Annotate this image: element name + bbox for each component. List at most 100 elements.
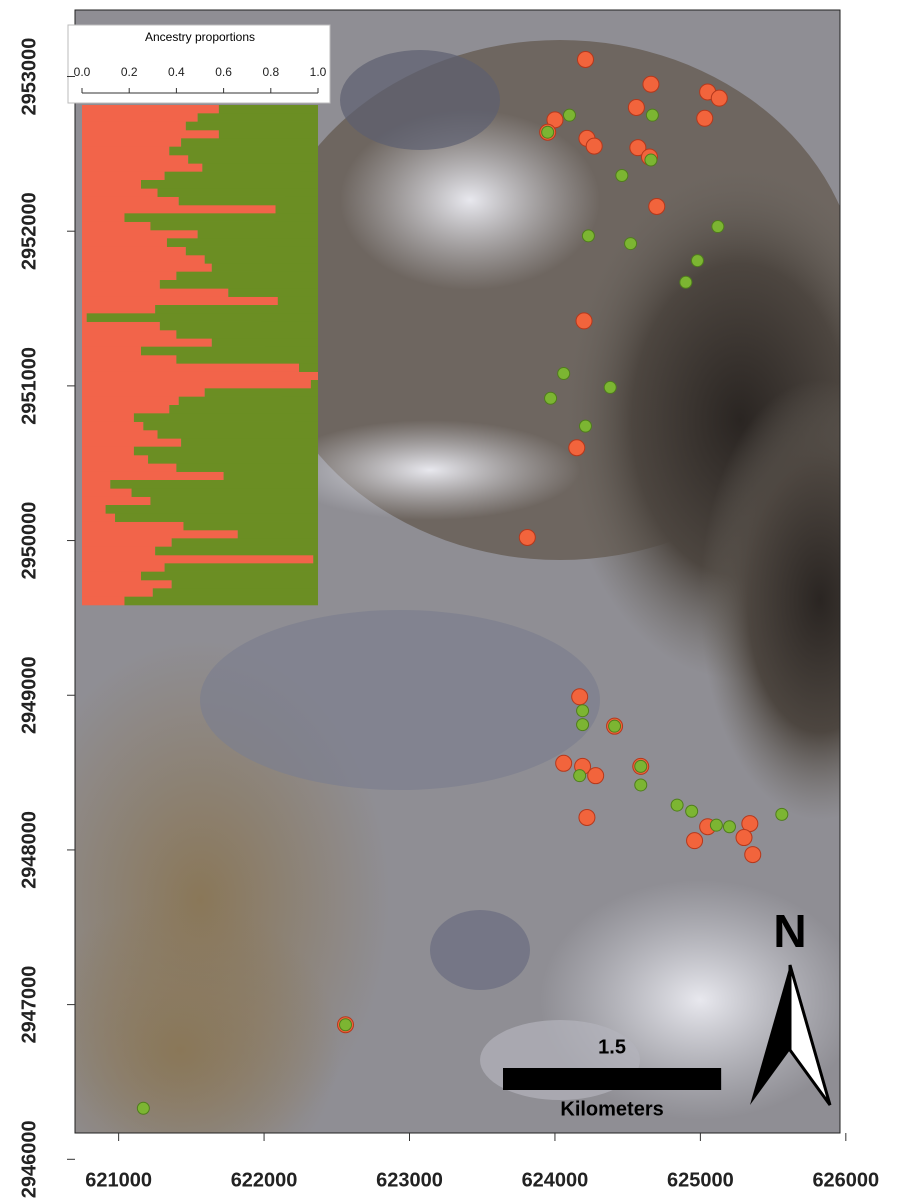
sample-point [745, 847, 761, 863]
sample-point [569, 440, 585, 456]
ancestry-bar [82, 422, 143, 431]
ancestry-bar [82, 380, 311, 389]
sample-point [635, 779, 647, 791]
ancestry-bar [82, 297, 278, 306]
ancestry-bar [82, 338, 212, 347]
y-tick-label: 2948000 [18, 811, 40, 889]
ancestry-bar [82, 555, 313, 564]
ancestry-bar [205, 388, 318, 397]
sample-point [137, 1102, 149, 1114]
ancestry-bar [219, 130, 318, 139]
ancestry-bar [82, 505, 106, 514]
inset-tick-label: 1.0 [310, 65, 327, 79]
sample-point [736, 830, 752, 846]
ancestry-bar [82, 563, 165, 572]
ancestry-bar [148, 455, 318, 464]
ancestry-bar [181, 138, 318, 147]
ancestry-bar [205, 255, 318, 264]
ancestry-bar [165, 172, 318, 181]
ancestry-bar [176, 463, 318, 472]
sample-point [680, 276, 692, 288]
ancestry-bar [82, 272, 176, 281]
inset-tick-label: 0.0 [74, 65, 91, 79]
ancestry-bar [82, 230, 198, 239]
ancestry-bar [82, 597, 124, 606]
ancestry-bar [141, 347, 318, 356]
y-tick-label: 2950000 [18, 502, 40, 580]
sample-point [616, 170, 628, 182]
ancestry-bar [176, 355, 318, 364]
ancestry-bar [198, 230, 318, 239]
sample-point [577, 719, 589, 731]
ancestry-bar [82, 355, 176, 364]
ancestry-bar [172, 580, 318, 589]
ancestry-bar [186, 122, 318, 131]
sample-point [712, 221, 724, 233]
ancestry-bar [228, 288, 318, 297]
ancestry-bar [150, 497, 318, 506]
ancestry-bar [153, 588, 318, 597]
sample-point [686, 805, 698, 817]
sample-point [577, 51, 593, 67]
ancestry-bar [134, 413, 318, 422]
ancestry-bar [82, 472, 224, 481]
sample-point [697, 110, 713, 126]
ancestry-bar [82, 155, 188, 164]
sample-point [635, 760, 647, 772]
sample-point [576, 313, 592, 329]
ancestry-bar [82, 197, 179, 206]
ancestry-bar [158, 430, 318, 439]
page: Ancestry proportions 0.00.20.40.60.81.0 … [0, 0, 920, 1202]
ancestry-bar [278, 297, 318, 306]
ancestry-bar [124, 213, 318, 222]
ancestry-bar [134, 447, 318, 456]
ancestry-bar [160, 280, 318, 289]
scale-bar-bar [503, 1068, 721, 1090]
ancestry-bar [82, 255, 205, 264]
sample-point [572, 689, 588, 705]
ancestry-bar [150, 222, 318, 231]
ancestry-bar [82, 247, 186, 256]
ancestry-bar [169, 405, 318, 414]
ancestry-bar [141, 572, 318, 581]
ancestry-bar [82, 538, 172, 547]
ancestry-bar [179, 197, 318, 206]
ancestry-bar [82, 288, 228, 297]
ancestry-bar [82, 213, 124, 222]
ancestry-bar [158, 188, 318, 197]
ancestry-bar [169, 147, 318, 156]
inset-title: Ancestry proportions [145, 30, 255, 44]
inset-tick-label: 0.6 [215, 65, 232, 79]
x-tick-label: 621000 [85, 1169, 152, 1191]
ancestry-bar [82, 497, 150, 506]
ancestry-bar [82, 222, 150, 231]
ancestry-bar [143, 422, 318, 431]
ancestry-bar [82, 530, 238, 539]
ancestry-bar [82, 463, 176, 472]
ancestry-bar [82, 580, 172, 589]
x-tick-label: 626000 [812, 1169, 879, 1191]
sample-point [711, 90, 727, 106]
ancestry-bar [82, 455, 148, 464]
ancestry-bar [82, 488, 132, 497]
sample-point [519, 529, 535, 545]
ancestry-bar [82, 313, 87, 322]
ancestry-bar [82, 180, 141, 189]
ancestry-bar [202, 163, 318, 172]
ancestry-bar [82, 322, 160, 331]
ancestry-bar [82, 438, 181, 447]
sample-point [776, 808, 788, 820]
ancestry-bar [224, 472, 318, 481]
ancestry-bar [82, 372, 318, 381]
sample-point [687, 833, 703, 849]
ancestry-bar [82, 388, 205, 397]
sample-point [545, 392, 557, 404]
sample-point [556, 755, 572, 771]
ancestry-bar [299, 363, 318, 372]
north-label: N [773, 905, 806, 957]
inset-tick-label: 0.4 [168, 65, 185, 79]
y-tick-label: 2952000 [18, 192, 40, 270]
sample-point [691, 255, 703, 267]
ancestry-bar [82, 413, 134, 422]
ancestry-bar [82, 405, 169, 414]
